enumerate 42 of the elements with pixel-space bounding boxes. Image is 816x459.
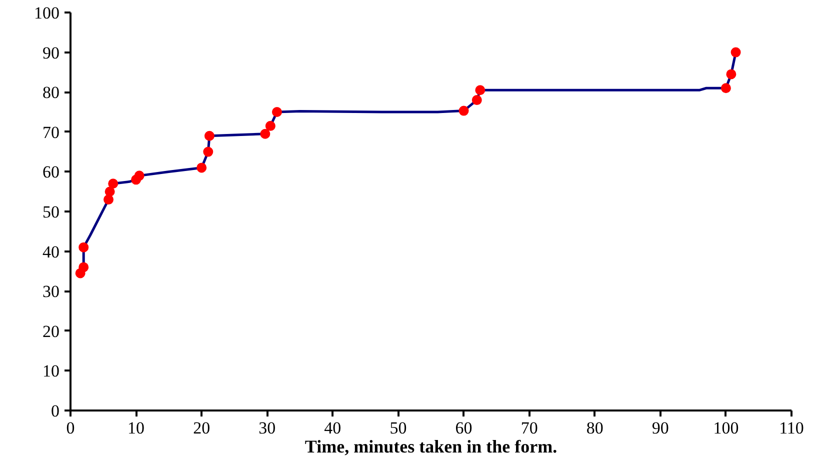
point bbox=[458, 106, 469, 116]
x-tick-label: 80 bbox=[586, 418, 604, 438]
x-tick-label: 30 bbox=[258, 418, 276, 438]
point bbox=[726, 69, 736, 80]
point bbox=[203, 146, 214, 157]
point bbox=[78, 242, 89, 252]
point bbox=[196, 162, 207, 173]
x-tick-label: 60 bbox=[455, 418, 472, 438]
y-tick-label: 10 bbox=[42, 362, 60, 381]
y-tick-label: 70 bbox=[42, 122, 60, 142]
point bbox=[475, 85, 486, 96]
point bbox=[78, 262, 89, 272]
point bbox=[265, 120, 276, 131]
x-tick-label: 0 bbox=[66, 418, 75, 438]
x-tick-label: 10 bbox=[128, 418, 145, 438]
x-tick-label: 70 bbox=[520, 418, 538, 438]
point bbox=[720, 83, 731, 94]
point bbox=[730, 47, 741, 58]
x-tick-label: 40 bbox=[324, 418, 342, 438]
x-tick-label: 90 bbox=[652, 418, 669, 438]
point bbox=[472, 95, 482, 106]
point bbox=[104, 186, 115, 197]
x-tick-label: 50 bbox=[390, 418, 407, 438]
y-tick-label: 80 bbox=[42, 83, 60, 102]
y-tick-label: 0 bbox=[51, 402, 60, 420]
point bbox=[104, 194, 114, 205]
point bbox=[108, 178, 118, 189]
x-tick-label: 20 bbox=[193, 418, 210, 438]
y-tick-label: 20 bbox=[42, 322, 60, 341]
point bbox=[134, 170, 144, 181]
y-tick-label: 100 bbox=[34, 4, 60, 22]
point bbox=[204, 130, 214, 141]
y-tick-label: 30 bbox=[42, 282, 60, 302]
y-tick-label: 40 bbox=[42, 242, 60, 262]
x-tick-label: 110 bbox=[779, 418, 804, 438]
x-axis-title: Time, minutes taken in the form. bbox=[304, 436, 558, 456]
y-tick-label: 60 bbox=[42, 162, 60, 182]
x-tick-label: 100 bbox=[713, 418, 739, 438]
y-tick-label: 90 bbox=[42, 43, 60, 62]
point bbox=[272, 107, 282, 117]
point bbox=[260, 128, 270, 139]
y-tick-label: 50 bbox=[42, 202, 60, 222]
